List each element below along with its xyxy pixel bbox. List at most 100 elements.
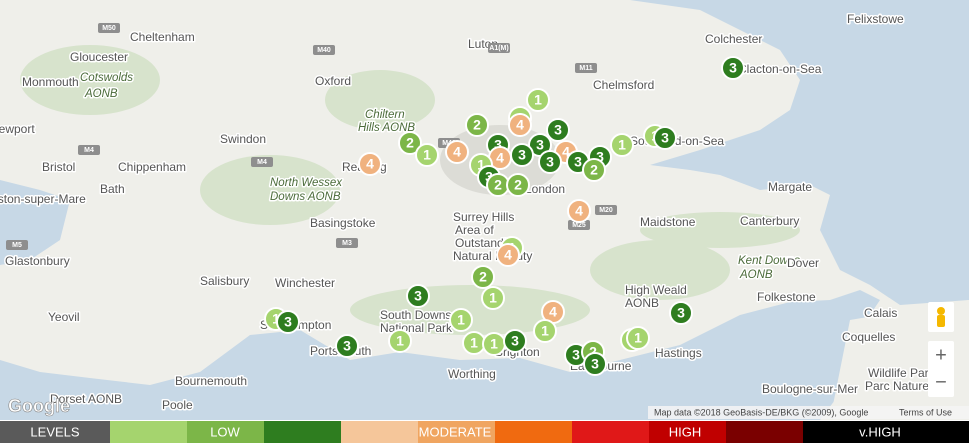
cluster-marker[interactable] [510, 143, 534, 167]
cluster-count: 4 [516, 117, 524, 133]
place-label: Chiltern [365, 109, 405, 121]
legend: LEVELS LOW MODERATE HIGH v.HIGH [0, 421, 969, 443]
place-label: AONB [84, 88, 118, 100]
cluster-marker[interactable] [533, 319, 557, 343]
cluster-marker[interactable] [481, 286, 505, 310]
cluster-count: 2 [406, 135, 414, 151]
road-shield [595, 205, 617, 215]
legend-segment [341, 421, 418, 443]
cluster-count: 3 [414, 288, 422, 304]
legend-segment [649, 421, 726, 443]
park [200, 155, 340, 225]
road-label: M4 [257, 159, 267, 166]
legend-segment [187, 421, 264, 443]
cluster-marker[interactable] [721, 56, 745, 80]
attribution-bg [648, 406, 969, 419]
place-label: Dorset AONB [50, 392, 122, 406]
cluster-count: 1 [477, 157, 485, 173]
place-label: Swindon [220, 132, 266, 146]
place-label: Weston-super-Mare [0, 192, 86, 206]
cluster-marker[interactable] [526, 88, 550, 112]
road-label: A1(M) [489, 45, 508, 52]
cluster-count: 3 [284, 314, 292, 330]
cluster-count: 4 [453, 144, 461, 160]
legend-segment [726, 421, 803, 443]
cluster-count: 2 [494, 177, 502, 193]
cluster-count: 3 [485, 169, 493, 185]
cluster-marker[interactable] [583, 352, 607, 376]
cluster-marker[interactable] [415, 143, 439, 167]
cluster-marker[interactable] [503, 329, 527, 353]
cluster-marker[interactable] [610, 133, 634, 157]
cluster-marker[interactable] [669, 301, 693, 325]
place-label: Basingstoke [310, 216, 376, 230]
road-label: M3 [342, 240, 352, 247]
cluster-count: 3 [574, 154, 582, 170]
attribution: Map data ©2018 GeoBasis-DE/BKG (©2009), … [654, 407, 868, 417]
place-label: Maidstone [640, 215, 696, 229]
park [20, 45, 160, 115]
cluster-count: 1 [423, 147, 431, 163]
road-shield [98, 23, 120, 33]
place-label: Bristol [42, 160, 75, 174]
cluster-count: 3 [494, 137, 502, 153]
legend-segment [0, 421, 110, 443]
cluster-marker[interactable] [582, 158, 606, 182]
cluster-marker[interactable] [398, 131, 422, 155]
place-label: Worthing [448, 367, 496, 381]
markers: 3112432143343113433321322441421341131331… [264, 56, 745, 376]
cluster-marker[interactable] [471, 265, 495, 289]
legend-label: LOW [210, 424, 240, 439]
cluster-count: 3 [677, 305, 685, 321]
place-label: Canterbury [740, 214, 799, 228]
zoom-out[interactable]: − [935, 371, 947, 393]
legend-label: MODERATE [419, 424, 492, 439]
place-label: Clacton-on-Sea [738, 62, 822, 76]
terms-link[interactable]: Terms of Use [899, 407, 952, 417]
legend-segment [572, 421, 649, 443]
place-label: National Park [380, 321, 453, 335]
cluster-marker[interactable] [388, 329, 412, 353]
cluster-marker[interactable] [496, 243, 520, 267]
place-label: Downs AONB [270, 191, 341, 203]
place-label: Wildlife Park [868, 366, 936, 380]
cluster-count: 3 [343, 338, 351, 354]
place-label: Newport [0, 122, 35, 136]
cluster-marker[interactable] [546, 118, 570, 142]
place-label: Monmouth [22, 75, 79, 89]
cluster-marker[interactable] [276, 310, 300, 334]
legend-label: HIGH [669, 424, 702, 439]
cluster-marker[interactable] [567, 199, 591, 223]
cluster-count: 2 [479, 269, 487, 285]
road-label: M25 [572, 222, 586, 229]
road-shield [313, 45, 335, 55]
cluster-marker[interactable] [508, 113, 532, 137]
cluster-count: 3 [518, 147, 526, 163]
places: FelixstoweColchesterClacton-on-SeaLutonC… [0, 11, 937, 414]
place-label: Coquelles [842, 330, 895, 344]
cluster-marker[interactable] [653, 126, 677, 150]
road-shield [575, 63, 597, 73]
cluster-count: 1 [457, 312, 465, 328]
cluster-marker[interactable] [506, 173, 530, 197]
cluster-marker[interactable] [449, 308, 473, 332]
cluster-count: 3 [536, 137, 544, 153]
cluster-marker[interactable] [335, 334, 359, 358]
road-label: M40 [317, 47, 331, 54]
zoom-in[interactable]: + [935, 344, 947, 366]
legend-segment [803, 421, 969, 443]
place-label: Margate [768, 180, 812, 194]
cluster-marker[interactable] [538, 150, 562, 174]
legend-segment [264, 421, 341, 443]
cluster-marker[interactable] [358, 152, 382, 176]
cluster-marker[interactable] [626, 326, 650, 350]
cluster-marker[interactable] [445, 140, 469, 164]
place-label: North Wessex [270, 177, 343, 189]
cluster-marker[interactable] [406, 284, 430, 308]
cluster-count: 2 [514, 177, 522, 193]
cluster-marker[interactable] [465, 113, 489, 137]
place-label: Surrey Hills [453, 210, 514, 224]
place-label: South Downs [380, 308, 451, 322]
cluster-count: 4 [366, 156, 374, 172]
